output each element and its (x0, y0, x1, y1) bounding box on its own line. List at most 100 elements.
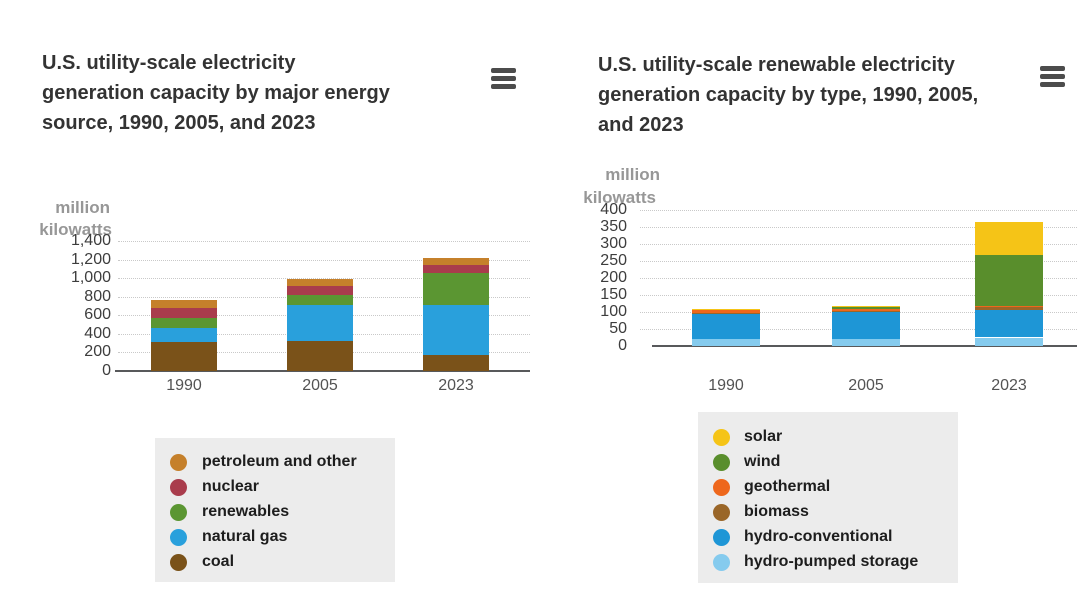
y-axis-unit-label: million (55, 198, 110, 217)
legend-item-geothermal[interactable]: geothermal (698, 475, 958, 500)
y-tick-label: 50 (609, 320, 627, 337)
bar-segment-1990-renewables[interactable] (151, 318, 217, 328)
bar-segment-1990-natural-gas[interactable] (151, 327, 217, 343)
y-tick-label: 100 (600, 303, 627, 320)
bar-segment-1990-petroleum-and-other[interactable] (151, 300, 217, 308)
wind-swatch-icon (713, 454, 730, 471)
x-axis-line (115, 370, 530, 372)
plot-area: 0 50 100 150 200 250 300 350 400 1990 2005 2023 (578, 0, 1080, 596)
geothermal-swatch-icon (713, 479, 730, 496)
renewables-swatch-icon (170, 504, 187, 521)
legend-item-renewables[interactable]: renewables (155, 500, 395, 525)
x-axis-label: 2023 (991, 377, 1027, 394)
legend-item-biomass[interactable]: biomass (698, 500, 958, 525)
legend-item-petroleum-and-other[interactable]: petroleum and other (155, 450, 395, 475)
biomass-swatch-icon (713, 504, 730, 521)
renewable-capacity-chart: U.S. utility-scale renewable electricity… (578, 0, 1080, 596)
bar-segment-1990-hydro-conventional[interactable] (692, 313, 760, 340)
legend: solar wind geothermal biomass hydro-conventi… (698, 412, 958, 583)
legend-item-label: nuclear (202, 478, 259, 495)
nuclear-swatch-icon (170, 479, 187, 496)
bar-segment-1990-nuclear[interactable] (151, 307, 217, 319)
legend-item-label: petroleum and other (202, 453, 357, 470)
bar-segment-2005-geothermal[interactable] (832, 309, 900, 311)
y-tick-label: 1,000 (70, 269, 111, 287)
bar-segment-2023-biomass[interactable] (975, 306, 1043, 311)
y-tick-label: 250 (600, 252, 627, 269)
y-axis-unit-label: million (605, 165, 660, 184)
gridline (640, 227, 1077, 228)
legend-item-label: wind (744, 453, 781, 470)
y-tick-label: 800 (84, 287, 111, 305)
bar-segment-1990-hydro-pumped-storage[interactable] (692, 339, 760, 346)
hydro-pumped-storage-swatch-icon (713, 554, 730, 571)
menu-bar (491, 84, 516, 89)
gridline (640, 244, 1077, 245)
legend-item-solar[interactable]: solar (698, 425, 958, 450)
legend-item-natural-gas[interactable]: natural gas (155, 525, 395, 550)
bar-segment-2005-solar[interactable] (832, 305, 900, 307)
plot-area: 0 200 400 600 800 1,000 1,200 1,400 1990 2005 2023 (33, 0, 540, 596)
legend-item-coal[interactable]: coal (155, 550, 395, 575)
coal-swatch-icon (170, 554, 187, 571)
bar-segment-2023-solar[interactable] (975, 222, 1043, 255)
bar-segment-2023-hydro-pumped-storage[interactable] (975, 337, 1043, 346)
x-axis-label: 1990 (166, 377, 202, 394)
legend: petroleum and other nuclear renewables natu… (155, 438, 395, 582)
bar-segment-2023-petroleum-and-other[interactable] (423, 258, 489, 265)
bar-segment-2023-wind[interactable] (975, 254, 1043, 306)
bar-segment-2005-wind[interactable] (832, 305, 900, 310)
bar-segment-2005-petroleum-and-other[interactable] (287, 279, 353, 286)
legend-item-hydro-conventional[interactable]: hydro-conventional (698, 525, 958, 550)
y-axis-unit-label: kilowatts (39, 220, 112, 239)
x-axis-label: 2005 (848, 377, 884, 394)
bar-segment-1990-solar[interactable] (692, 308, 760, 310)
bar-segment-2023-renewables[interactable] (423, 273, 489, 305)
bar-segment-2005-hydro-conventional[interactable] (832, 312, 900, 340)
hamburger-menu-icon[interactable] (1040, 66, 1065, 87)
menu-bar (1040, 82, 1065, 87)
bar-segment-2005-hydro-pumped-storage[interactable] (832, 339, 900, 346)
y-tick-label: 200 (84, 343, 111, 361)
bar-segment-2005-biomass[interactable] (832, 310, 900, 312)
y-tick-label: 350 (600, 218, 627, 235)
bar-segment-2023-coal[interactable] (423, 355, 489, 371)
x-axis-line (652, 345, 1077, 347)
petroleum-and-other-swatch-icon (170, 454, 187, 471)
legend-item-label: solar (744, 428, 783, 445)
legend-item-label: hydro-pumped storage (744, 553, 919, 570)
bar-segment-2005-natural-gas[interactable] (287, 305, 353, 342)
bar-segment-2023-geothermal[interactable] (975, 305, 1043, 307)
y-tick-label: 0 (618, 337, 627, 354)
legend-item-wind[interactable]: wind (698, 450, 958, 475)
menu-bar (491, 76, 516, 81)
chart-title: U.S. utility-scale electricity generatio… (42, 52, 390, 134)
menu-bar (491, 68, 516, 73)
bar-segment-1990-coal[interactable] (151, 342, 217, 371)
bar-segment-2005-coal[interactable] (287, 341, 353, 371)
legend-item-label: biomass (744, 503, 809, 520)
menu-bar (1040, 66, 1065, 71)
y-tick-label: 600 (84, 306, 111, 324)
bar-segment-2023-nuclear[interactable] (423, 264, 489, 274)
bar-segment-1990-geothermal[interactable] (692, 309, 760, 313)
gridline (118, 278, 530, 280)
bar-segment-2005-renewables[interactable] (287, 295, 353, 306)
gridline (640, 261, 1077, 262)
bar-segment-2023-natural-gas[interactable] (423, 304, 489, 356)
bar-segment-1990-biomass[interactable] (692, 312, 760, 314)
legend-item-label: renewables (202, 503, 290, 520)
legend-item-hydro-pumped-storage[interactable]: hydro-pumped storage (698, 550, 958, 575)
menu-bar (1040, 74, 1065, 79)
legend-item-label: geothermal (744, 478, 831, 495)
bar-segment-2023-hydro-conventional[interactable] (975, 310, 1043, 338)
hamburger-menu-icon[interactable] (491, 68, 516, 89)
bar-segment-2005-nuclear[interactable] (287, 285, 353, 296)
x-axis-label: 2005 (302, 377, 338, 394)
chart-title: U.S. utility-scale renewable electricity… (598, 54, 979, 136)
solar-swatch-icon (713, 429, 730, 446)
gridline (118, 241, 530, 242)
legend-item-label: natural gas (202, 528, 288, 545)
y-tick-label: 1,200 (70, 250, 111, 268)
legend-item-nuclear[interactable]: nuclear (155, 475, 395, 500)
